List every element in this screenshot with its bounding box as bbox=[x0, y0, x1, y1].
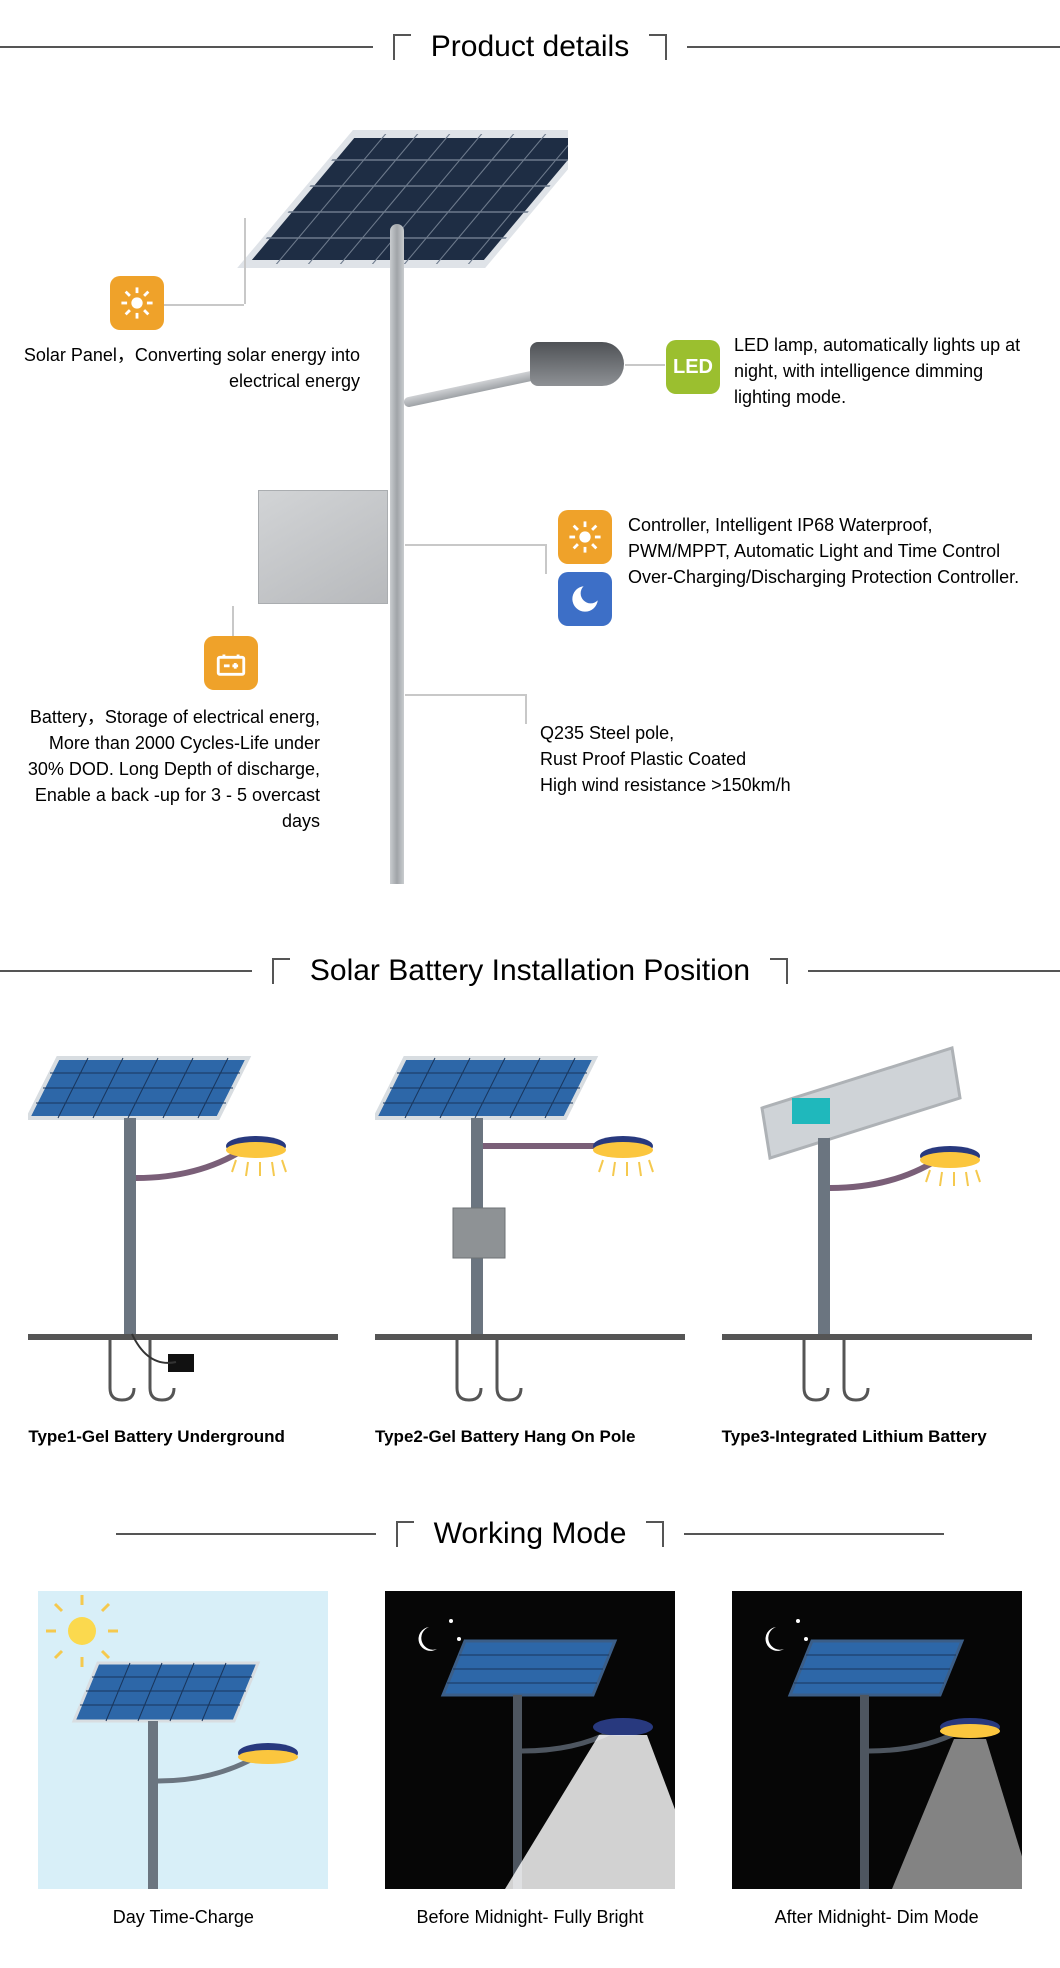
label-pole: Q235 Steel pole, Rust Proof Plastic Coat… bbox=[540, 720, 900, 798]
section-title-details: Product details bbox=[0, 0, 1060, 94]
mode-after: After Midnight- Dim Mode bbox=[732, 1591, 1022, 1928]
working-modes: Day Time-Charge Before Midnight- Fully B… bbox=[0, 1581, 1060, 1968]
install-diagrams: Type1-Gel Battery Underground bbox=[0, 1018, 1060, 1487]
controller-sun-icon bbox=[558, 510, 612, 564]
pole bbox=[390, 224, 404, 884]
mode-day: Day Time-Charge bbox=[38, 1591, 328, 1928]
label-controller: Controller, Intelligent IP68 Waterproof,… bbox=[628, 512, 1038, 590]
install-type1: Type1-Gel Battery Underground bbox=[28, 1038, 338, 1447]
title-text: Solar Battery Installation Position bbox=[310, 954, 750, 988]
sun-icon bbox=[110, 276, 164, 330]
section-title-install: Solar Battery Installation Position bbox=[0, 924, 1060, 1018]
product-details-diagram: LED Solar Panel，Converting solar energy … bbox=[0, 94, 1060, 924]
title-text: Working Mode bbox=[434, 1517, 627, 1551]
caption-type1: Type1-Gel Battery Underground bbox=[28, 1427, 338, 1447]
moon-icon bbox=[558, 572, 612, 626]
caption-day: Day Time-Charge bbox=[38, 1907, 328, 1928]
caption-type3: Type3-Integrated Lithium Battery bbox=[722, 1427, 1032, 1447]
battery-box bbox=[258, 490, 388, 604]
label-battery: Battery，Storage of electrical energ, Mor… bbox=[10, 704, 320, 834]
caption-before: Before Midnight- Fully Bright bbox=[385, 1907, 675, 1928]
battery-icon bbox=[204, 636, 258, 690]
label-led: LED lamp, automatically lights up at nig… bbox=[734, 332, 1034, 410]
caption-after: After Midnight- Dim Mode bbox=[732, 1907, 1022, 1928]
led-lamp bbox=[530, 342, 624, 386]
install-type3: Type3-Integrated Lithium Battery bbox=[722, 1038, 1032, 1447]
title-text: Product details bbox=[431, 30, 629, 64]
mode-before: Before Midnight- Fully Bright bbox=[385, 1591, 675, 1928]
caption-type2: Type2-Gel Battery Hang On Pole bbox=[375, 1427, 685, 1447]
led-icon: LED bbox=[666, 340, 720, 394]
install-type2: Type2-Gel Battery Hang On Pole bbox=[375, 1038, 685, 1447]
label-solar-panel: Solar Panel，Converting solar energy into… bbox=[10, 342, 360, 394]
section-title-modes: Working Mode bbox=[0, 1487, 1060, 1581]
